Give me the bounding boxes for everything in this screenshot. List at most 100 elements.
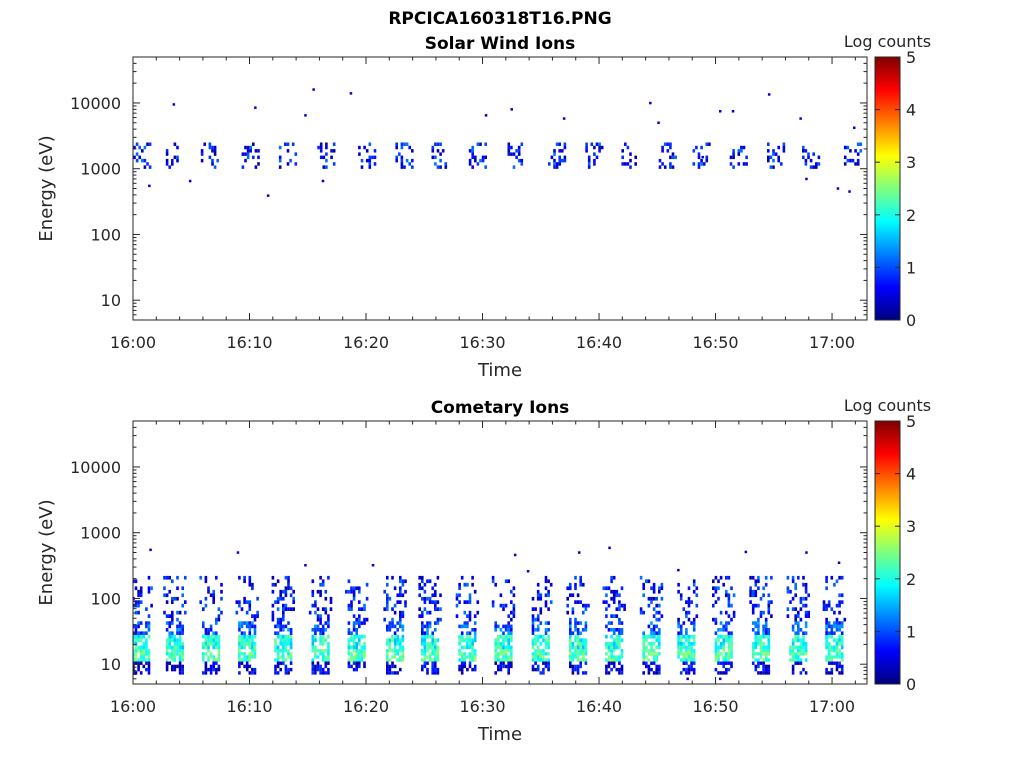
- heatmap-cell: [202, 624, 205, 629]
- heatmap-cell: [555, 142, 559, 146]
- heatmap-cell: [629, 152, 632, 156]
- heatmap-cell: [165, 614, 169, 618]
- heatmap-cell: [797, 634, 800, 639]
- heatmap-cell: [797, 658, 800, 662]
- sparse-count: [312, 88, 315, 91]
- heatmap-cell: [770, 600, 773, 604]
- heatmap-cell: [426, 628, 429, 632]
- heatmap-cell: [507, 667, 510, 672]
- heatmap-cell: [507, 634, 510, 639]
- heatmap-cell: [658, 634, 661, 639]
- heatmap-cell: [178, 667, 182, 672]
- heatmap-cell: [610, 661, 613, 665]
- heatmap-cell: [431, 658, 434, 662]
- heatmap-cell: [134, 638, 138, 643]
- heatmap-cell: [712, 603, 715, 608]
- burst: [843, 142, 863, 166]
- heatmap-cell: [794, 634, 797, 639]
- heatmap-cell: [173, 645, 177, 650]
- heatmap-cell: [421, 621, 424, 625]
- heatmap-cell: [473, 634, 477, 639]
- heatmap-cell: [393, 655, 397, 659]
- heatmap-cell: [142, 652, 146, 656]
- colorbar-tick-label: 2: [906, 570, 916, 589]
- heatmap-cell: [838, 652, 841, 656]
- heatmap-cell: [512, 165, 516, 169]
- heatmap-cell: [717, 638, 720, 643]
- heatmap-cell: [534, 634, 537, 639]
- heatmap-cell: [319, 628, 322, 632]
- heatmap-cell: [727, 645, 731, 650]
- heatmap-cell: [142, 634, 146, 639]
- heatmap-cell: [209, 638, 213, 643]
- heatmap-cell: [245, 610, 249, 615]
- heatmap-cell: [209, 652, 213, 656]
- heatmap-cell: [332, 142, 336, 146]
- heatmap-cell: [754, 667, 758, 672]
- heatmap-cell: [536, 667, 540, 672]
- heatmap-cell: [434, 589, 437, 594]
- heatmap-cell: [178, 664, 182, 669]
- heatmap-cell: [833, 624, 836, 629]
- heatmap-cell: [240, 652, 244, 656]
- heatmap-cell: [458, 667, 461, 672]
- heatmap-cell: [504, 664, 508, 669]
- heatmap-cell: [647, 652, 651, 656]
- heatmap-cell: [729, 155, 733, 160]
- heatmap-cell: [687, 671, 691, 675]
- heatmap-cell: [725, 638, 728, 643]
- heatmap-cell: [135, 158, 139, 163]
- heatmap-cell: [386, 641, 389, 646]
- heatmap-cell: [690, 658, 693, 662]
- heatmap-cell: [311, 638, 315, 643]
- heatmap-cell: [253, 614, 257, 618]
- heatmap-cell: [332, 149, 336, 153]
- heatmap-cell: [548, 162, 551, 166]
- heatmap-cell: [471, 628, 474, 632]
- heatmap-cell: [287, 655, 290, 659]
- heatmap-cell: [324, 610, 328, 615]
- heatmap-cell: [610, 575, 613, 580]
- heatmap-cell: [171, 579, 174, 584]
- heatmap-cell: [165, 593, 169, 598]
- colorbar-tick-label: 1: [906, 258, 916, 277]
- heatmap-cell: [647, 671, 651, 675]
- sparse-count: [719, 677, 722, 681]
- heatmap-cell: [139, 621, 143, 625]
- heatmap-cell: [215, 638, 218, 643]
- heatmap-cell: [658, 664, 661, 669]
- heatmap-cell: [173, 641, 177, 646]
- heatmap-cell: [368, 142, 372, 146]
- heatmap-cell: [730, 652, 733, 656]
- heatmap-cell: [253, 634, 257, 639]
- heatmap-cell: [669, 142, 672, 146]
- sparse-count: [677, 568, 680, 572]
- heatmap-cell: [547, 652, 550, 656]
- heatmap-cell: [494, 655, 497, 659]
- heatmap-cell: [740, 145, 743, 150]
- heatmap-cell: [749, 600, 752, 604]
- heatmap-cell: [677, 582, 680, 587]
- heatmap-cell: [838, 621, 841, 625]
- heatmap-cell: [539, 634, 543, 639]
- heatmap-cell: [791, 655, 795, 659]
- heatmap-cell: [421, 624, 424, 629]
- heatmap-cell: [754, 645, 758, 650]
- heatmap-cell: [658, 586, 661, 591]
- heatmap-cell: [547, 641, 550, 646]
- heatmap-cell: [714, 631, 718, 635]
- heatmap-cell: [171, 667, 174, 672]
- heatmap-cell: [571, 607, 575, 611]
- heatmap-cell: [209, 628, 213, 632]
- heatmap-cell: [737, 152, 741, 156]
- heatmap-cell: [399, 645, 402, 650]
- heatmap-cell: [685, 628, 688, 632]
- heatmap-cell: [434, 593, 437, 598]
- heatmap-cell: [321, 624, 325, 629]
- heatmap-cell: [536, 593, 540, 598]
- heatmap-cell: [799, 617, 803, 622]
- heatmap-cell: [473, 652, 477, 656]
- heatmap-cell: [507, 641, 510, 646]
- heatmap-cell: [650, 628, 653, 632]
- heatmap-cell: [217, 617, 221, 622]
